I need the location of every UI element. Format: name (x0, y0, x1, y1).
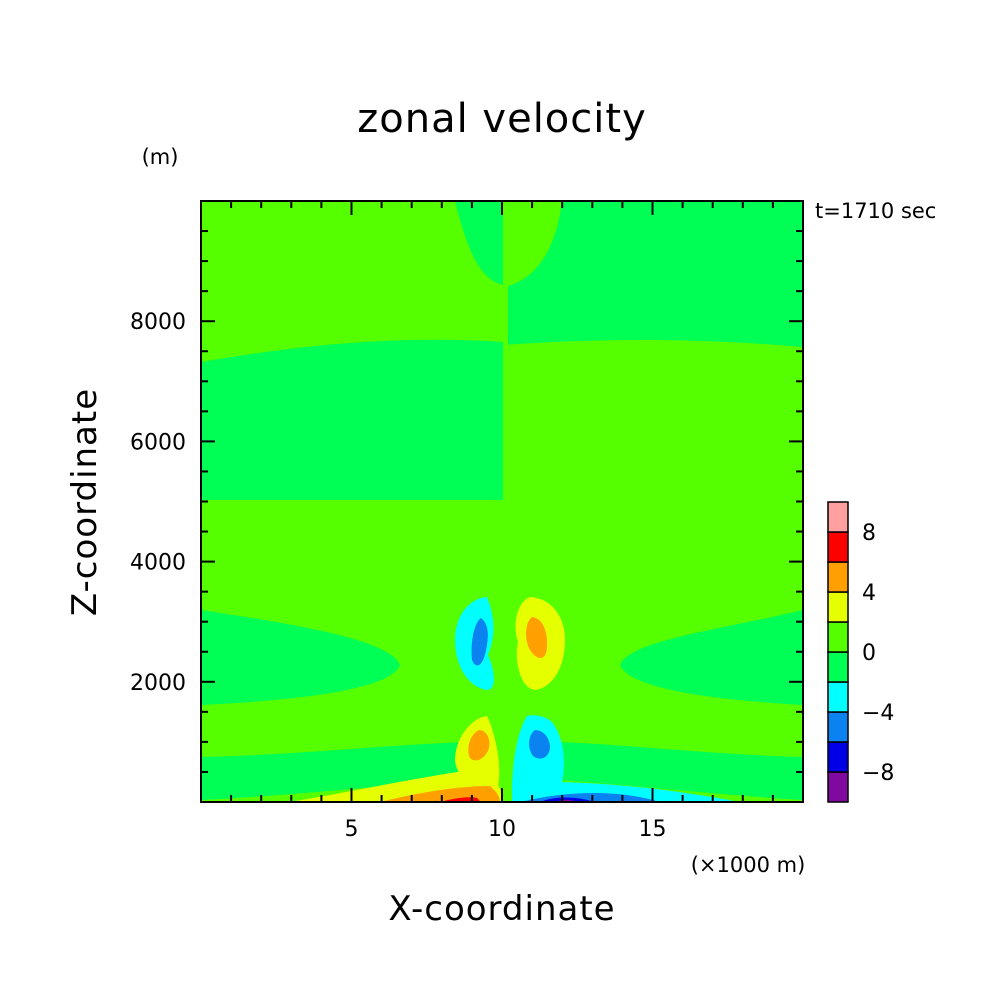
colorbar-label: −4 (862, 701, 894, 726)
upper-center-lobe-right (508, 201, 562, 286)
colorbar: 8 4 0 −4 −8 (827, 501, 894, 803)
colorbar-label: 4 (862, 581, 876, 606)
x-axis-title: X-coordinate (388, 889, 615, 929)
surface-pos-inner (440, 797, 480, 802)
colorbar-swatch (827, 501, 849, 533)
y-tick-label: 4000 (130, 551, 186, 576)
colorbar-swatch (827, 651, 849, 683)
low-right-band (560, 742, 803, 800)
x-tick-label: 10 (488, 817, 516, 842)
colorbar-swatch (827, 621, 849, 653)
surface-neg-inner (540, 797, 595, 802)
x-unit-label: (×1000 m) (691, 853, 806, 877)
time-label: t=1710 sec (815, 199, 936, 223)
mid-pos-lobe-inner (526, 617, 548, 658)
colorbar-swatch (827, 561, 849, 593)
low-pos-lobe-inner (468, 730, 490, 761)
y-unit-label: (m) (142, 145, 179, 169)
plot-area (200, 200, 804, 803)
y-tick-label: 2000 (130, 671, 186, 696)
colorbar-swatch (827, 711, 849, 743)
y-tick-label: 6000 (130, 430, 186, 455)
colorbar-swatch (827, 771, 849, 803)
x-tick-label: 15 (639, 817, 667, 842)
y-tick-label: 8000 (130, 310, 186, 335)
low-left-band (201, 742, 470, 800)
left-mid-band (201, 610, 400, 705)
y-axis-title: Z-coordinate (65, 388, 105, 616)
right-mid-band (620, 610, 803, 705)
x-axis-ticks: 5 10 15 (230, 201, 774, 842)
upper-region (503, 201, 803, 347)
upper-left-band (201, 339, 503, 500)
colorbar-label: 0 (862, 641, 876, 666)
colorbar-swatch (827, 741, 849, 773)
chart-title: zonal velocity (357, 96, 647, 142)
colorbar-label: 8 (862, 521, 876, 546)
upper-center-lobe-left (455, 201, 503, 285)
center-divider (503, 201, 508, 802)
colorbar-swatch (827, 591, 849, 623)
mid-neg-lobe-inner (471, 618, 488, 666)
y-axis-ticks: 2000 4000 6000 8000 (130, 230, 803, 773)
colorbar-swatch (827, 531, 849, 563)
contour-fill-layer (201, 201, 803, 802)
low-neg-lobe-inner (529, 730, 550, 759)
colorbar-swatch (827, 681, 849, 713)
colorbar-label: −8 (862, 761, 894, 786)
x-tick-label: 5 (345, 817, 359, 842)
